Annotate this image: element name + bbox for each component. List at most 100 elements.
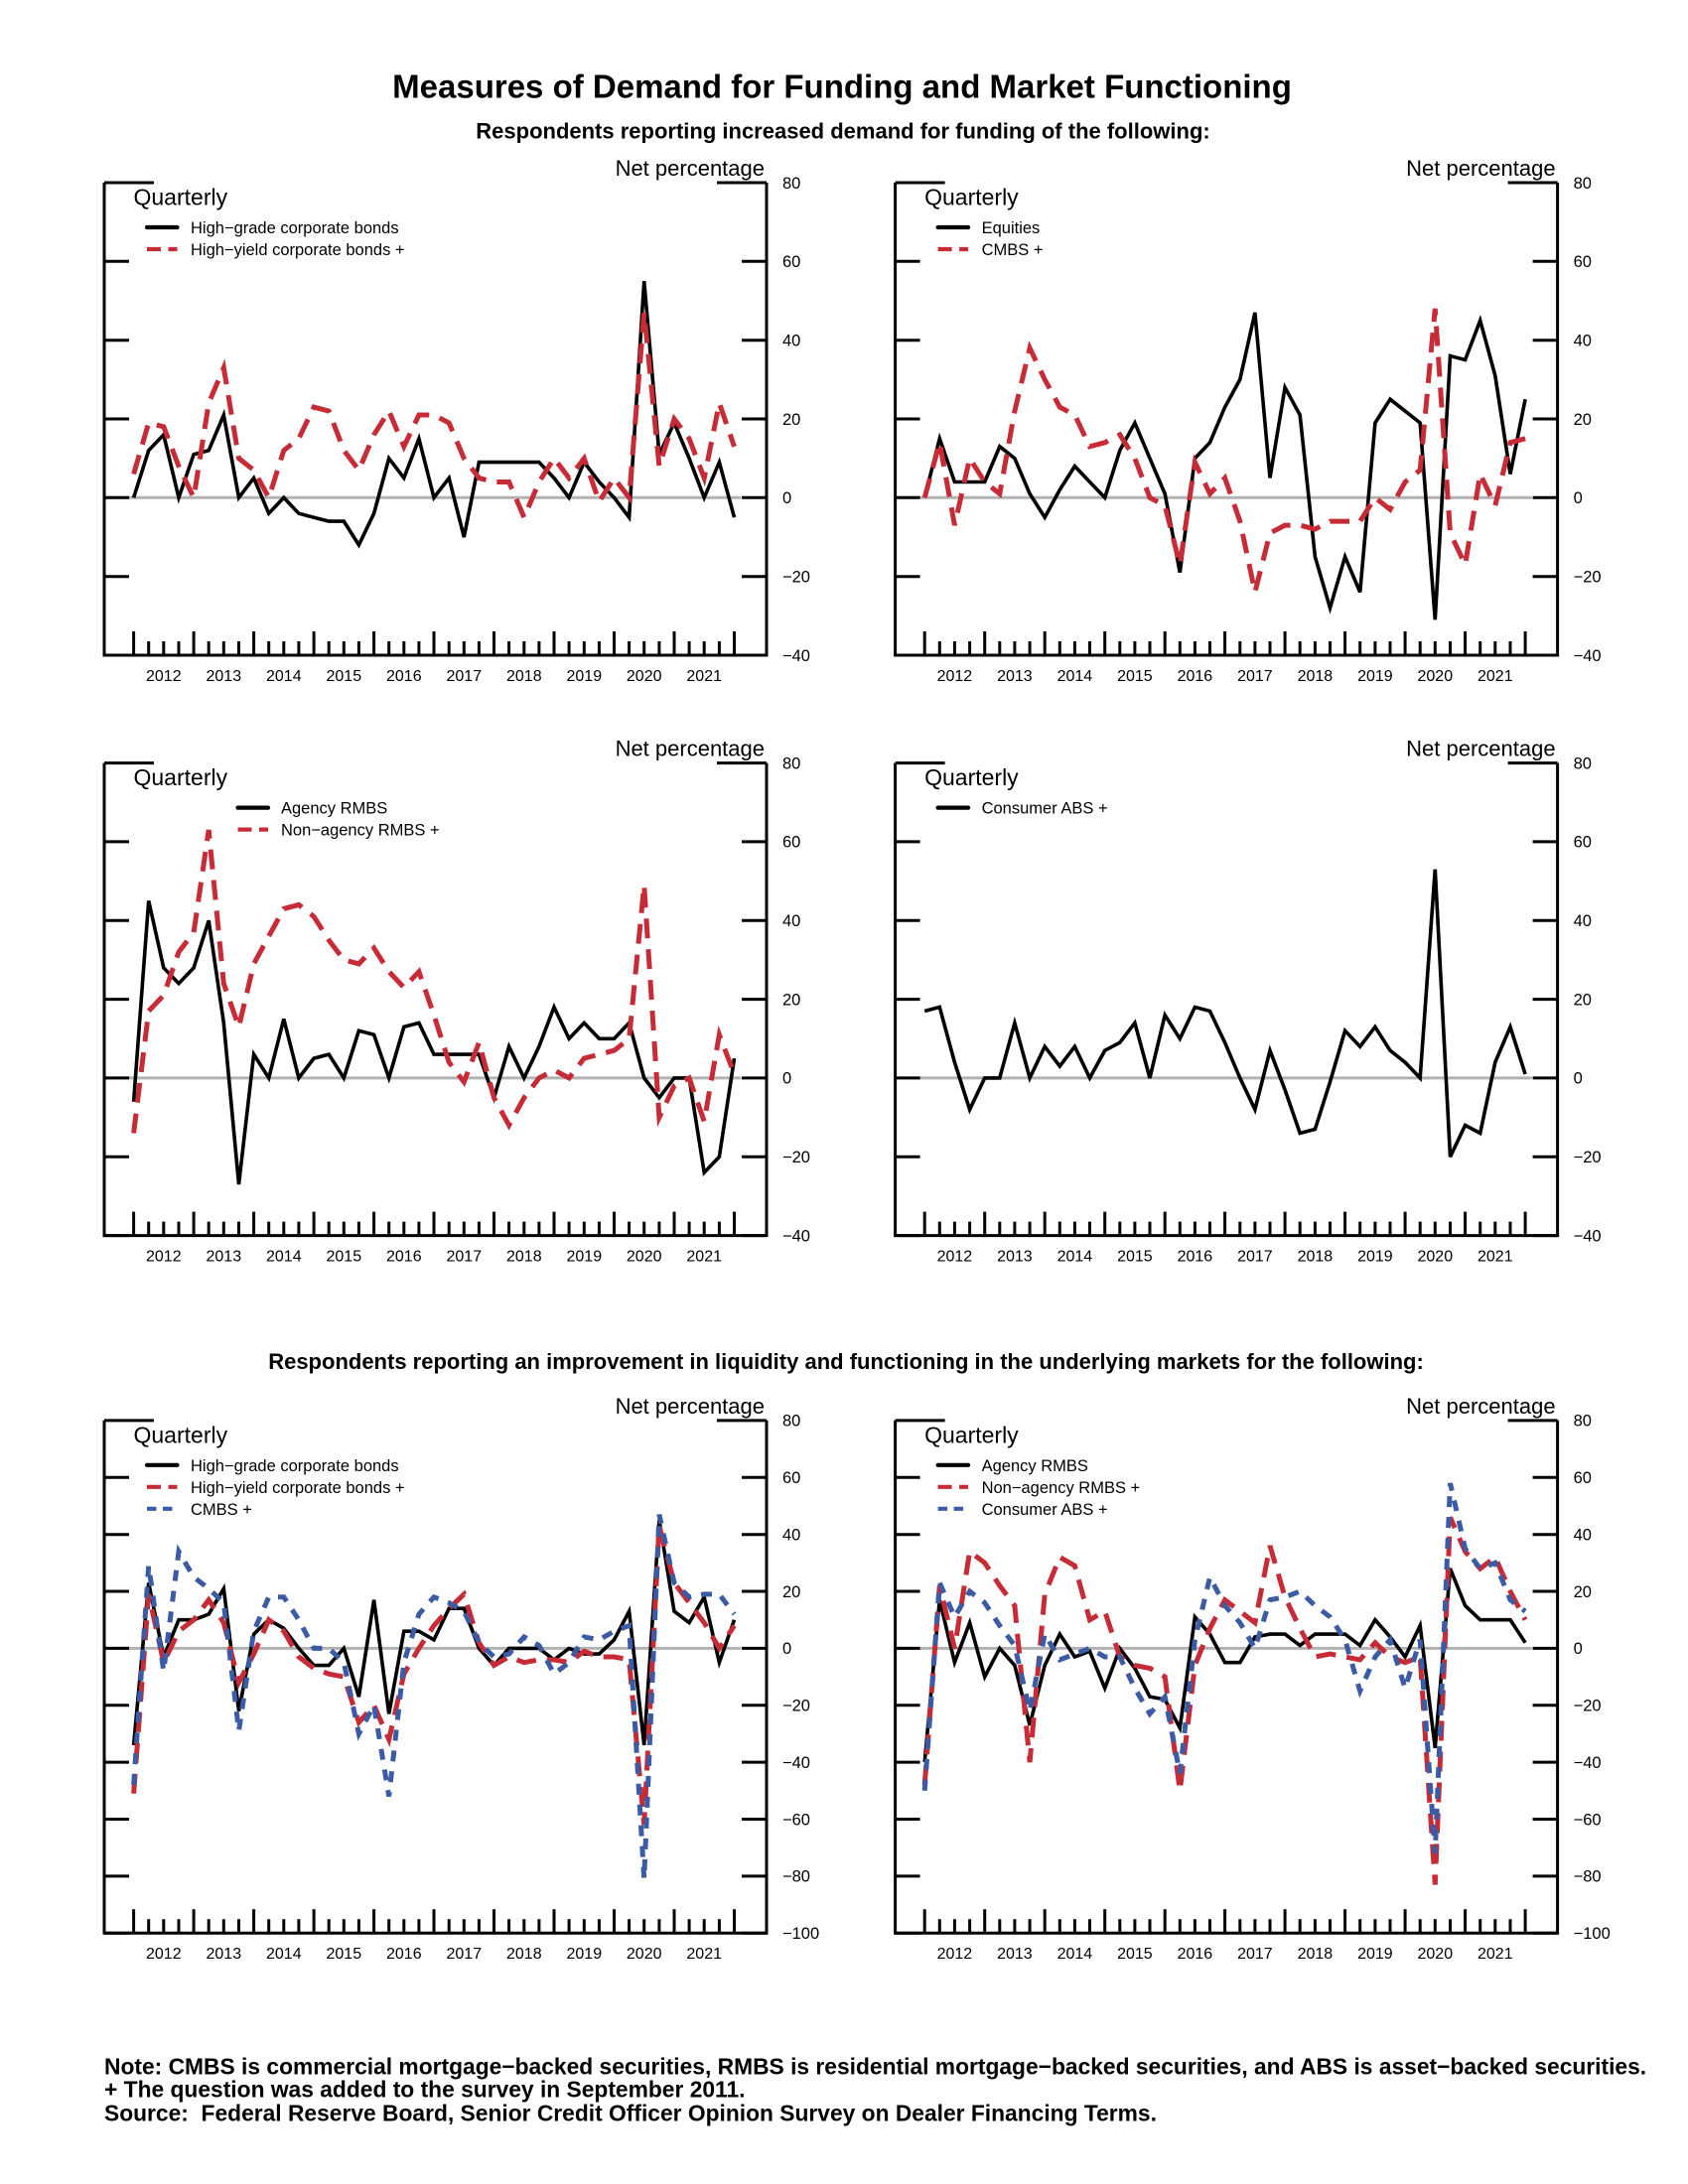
svg-text:−80: −80: [782, 1868, 810, 1886]
svg-text:20: 20: [782, 991, 800, 1009]
svg-text:Equities: Equities: [982, 219, 1041, 237]
svg-text:Measures of Demand for Funding: Measures of Demand for Funding and Marke…: [392, 68, 1292, 105]
svg-text:2013: 2013: [207, 1946, 242, 1963]
svg-text:2021: 2021: [686, 668, 722, 685]
svg-text:High−grade corporate bonds: High−grade corporate bonds: [191, 219, 399, 237]
svg-text:0: 0: [1574, 1070, 1583, 1088]
svg-text:2013: 2013: [207, 668, 242, 685]
svg-text:0: 0: [782, 489, 791, 507]
svg-text:Consumer ABS +: Consumer ABS +: [982, 800, 1108, 818]
svg-text:40: 40: [1574, 912, 1592, 930]
svg-text:2012: 2012: [146, 1249, 182, 1266]
svg-text:2016: 2016: [1178, 1249, 1213, 1266]
svg-text:2016: 2016: [1178, 668, 1213, 685]
svg-text:Net percentage: Net percentage: [1406, 1394, 1555, 1419]
svg-text:2021: 2021: [1477, 1249, 1513, 1266]
svg-text:Agency RMBS: Agency RMBS: [982, 1457, 1088, 1475]
svg-text:−100: −100: [1574, 1925, 1611, 1943]
svg-text:2012: 2012: [937, 668, 973, 685]
svg-text:2019: 2019: [1357, 1946, 1393, 1963]
svg-text:CMBS +: CMBS +: [982, 241, 1044, 259]
svg-text:Respondents reporting an impro: Respondents reporting an improvement in …: [268, 1349, 1424, 1374]
svg-text:Quarterly: Quarterly: [134, 1422, 228, 1447]
svg-text:2019: 2019: [567, 1946, 603, 1963]
svg-text:2015: 2015: [1117, 1946, 1153, 1963]
svg-text:Quarterly: Quarterly: [924, 185, 1019, 210]
svg-text:−40: −40: [782, 1227, 810, 1245]
svg-text:2018: 2018: [506, 1946, 542, 1963]
svg-text:2020: 2020: [1418, 1946, 1454, 1963]
svg-text:2016: 2016: [386, 1946, 422, 1963]
svg-text:2021: 2021: [1477, 1946, 1513, 1963]
svg-text:2016: 2016: [1178, 1946, 1213, 1963]
svg-text:2012: 2012: [146, 1946, 182, 1963]
svg-text:2015: 2015: [327, 1946, 362, 1963]
svg-text:−80: −80: [1574, 1868, 1602, 1886]
svg-text:60: 60: [782, 253, 800, 271]
svg-text:40: 40: [782, 912, 800, 930]
svg-text:0: 0: [782, 1070, 791, 1088]
svg-text:2018: 2018: [506, 668, 542, 685]
svg-text:0: 0: [782, 1640, 791, 1658]
svg-text:Quarterly: Quarterly: [134, 185, 228, 210]
svg-text:60: 60: [1574, 253, 1592, 271]
svg-text:Agency RMBS: Agency RMBS: [281, 800, 387, 818]
svg-text:Quarterly: Quarterly: [134, 764, 228, 790]
svg-text:−60: −60: [782, 1811, 810, 1829]
svg-text:2015: 2015: [1117, 668, 1153, 685]
svg-text:80: 80: [1574, 754, 1592, 772]
svg-text:2013: 2013: [997, 1946, 1033, 1963]
svg-text:0: 0: [1574, 489, 1583, 507]
svg-text:2015: 2015: [1117, 1249, 1153, 1266]
svg-text:Net percentage: Net percentage: [1406, 156, 1555, 181]
svg-text:2017: 2017: [447, 1249, 483, 1266]
svg-text:2012: 2012: [937, 1249, 973, 1266]
svg-text:Non−agency RMBS +: Non−agency RMBS +: [281, 822, 440, 840]
svg-text:2018: 2018: [1298, 1946, 1334, 1963]
svg-text:High−yield corporate bonds +: High−yield corporate bonds +: [191, 241, 405, 259]
svg-text:2020: 2020: [627, 668, 662, 685]
svg-text:Quarterly: Quarterly: [924, 764, 1019, 790]
svg-text:40: 40: [782, 1527, 800, 1545]
svg-text:80: 80: [782, 1413, 800, 1431]
svg-text:80: 80: [782, 754, 800, 772]
svg-text:2017: 2017: [1237, 1249, 1273, 1266]
svg-text:−40: −40: [782, 647, 810, 665]
svg-text:−20: −20: [1574, 569, 1602, 587]
svg-text:60: 60: [1574, 1469, 1592, 1487]
svg-text:Respondents reporting increase: Respondents reporting increased demand f…: [476, 119, 1209, 144]
svg-text:2018: 2018: [1298, 1249, 1334, 1266]
svg-text:−20: −20: [782, 569, 810, 587]
svg-text:Source: Federal Reserve Board: Source: Federal Reserve Board, Senior Cr…: [104, 2100, 1157, 2125]
svg-text:2014: 2014: [266, 1946, 302, 1963]
svg-text:2017: 2017: [447, 668, 483, 685]
svg-text:20: 20: [1574, 991, 1592, 1009]
svg-text:−20: −20: [782, 1698, 810, 1715]
svg-text:Quarterly: Quarterly: [924, 1422, 1019, 1447]
svg-text:0: 0: [1574, 1640, 1583, 1658]
svg-text:2014: 2014: [1057, 1249, 1093, 1266]
svg-text:2015: 2015: [327, 668, 362, 685]
svg-text:High−grade corporate bonds: High−grade corporate bonds: [191, 1457, 399, 1475]
svg-text:80: 80: [782, 175, 800, 193]
svg-text:2020: 2020: [627, 1249, 662, 1266]
svg-text:−20: −20: [1574, 1149, 1602, 1166]
svg-text:80: 80: [1574, 1413, 1592, 1431]
svg-text:−20: −20: [1574, 1698, 1602, 1715]
svg-text:2016: 2016: [386, 1249, 422, 1266]
svg-text:2019: 2019: [567, 668, 603, 685]
svg-text:2014: 2014: [266, 668, 302, 685]
svg-text:2019: 2019: [567, 1249, 603, 1266]
svg-text:Non−agency RMBS +: Non−agency RMBS +: [982, 1479, 1141, 1497]
svg-text:60: 60: [782, 1469, 800, 1487]
svg-text:Net percentage: Net percentage: [616, 156, 765, 181]
svg-text:2012: 2012: [146, 668, 182, 685]
svg-text:CMBS +: CMBS +: [191, 1501, 252, 1519]
svg-text:−60: −60: [1574, 1811, 1602, 1829]
svg-text:2020: 2020: [1418, 1249, 1454, 1266]
svg-text:2014: 2014: [266, 1249, 302, 1266]
svg-text:2021: 2021: [686, 1946, 722, 1963]
svg-text:2013: 2013: [207, 1249, 242, 1266]
svg-text:2014: 2014: [1057, 1946, 1093, 1963]
svg-text:2020: 2020: [1418, 668, 1454, 685]
